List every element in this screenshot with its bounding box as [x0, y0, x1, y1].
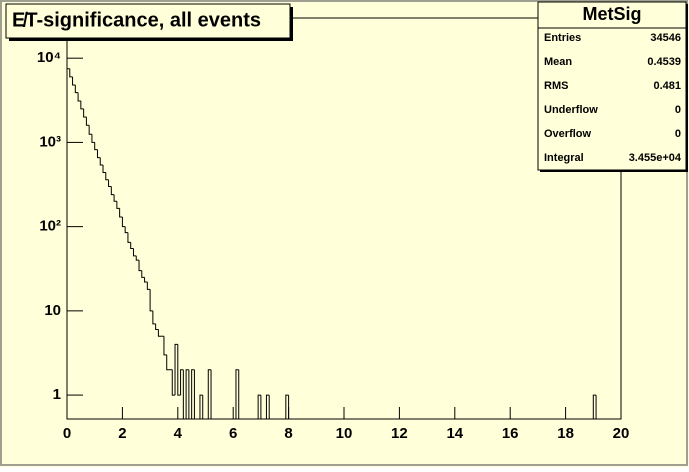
bin: [69, 68, 73, 78]
bin: [171, 369, 176, 396]
bin: [193, 369, 198, 420]
bin: [166, 354, 170, 371]
stats-value: 34546: [650, 32, 681, 44]
stats-value: 0: [675, 128, 681, 140]
bin: [121, 217, 126, 228]
stats-label: Underflow: [544, 104, 598, 116]
stats-box: [537, 1, 687, 171]
bin: [180, 369, 184, 396]
stats-value: 0.4539: [647, 56, 681, 68]
bin: [268, 395, 272, 420]
y-tick-label: 1: [53, 386, 61, 403]
bin: [91, 134, 95, 143]
x-tick-label: 10: [336, 425, 353, 442]
bin: [83, 108, 87, 118]
bin: [102, 164, 106, 173]
y-tick-label: 10⁴: [37, 49, 61, 66]
bin: [146, 282, 151, 290]
bin: [238, 369, 242, 420]
bin: [141, 270, 145, 278]
x-tick-label: 16: [502, 425, 519, 442]
x-tick-label: 14: [446, 425, 463, 442]
bin: [135, 255, 140, 261]
bin: [207, 369, 212, 419]
bin: [157, 329, 162, 337]
stats-label: Overflow: [544, 128, 592, 140]
bin: [199, 394, 203, 419]
bin: [210, 369, 214, 420]
stats-label: RMS: [544, 80, 568, 92]
bin: [144, 277, 148, 283]
y-tick-label: 10: [44, 302, 61, 319]
bin: [88, 125, 92, 135]
bin: [105, 172, 109, 181]
bin: [96, 149, 101, 159]
stats-rows: Entries 34546 Mean 0.4539 RMS 0.481 Underflow 0…: [544, 32, 682, 164]
x-tick-label: 18: [557, 425, 574, 442]
bin: [285, 394, 289, 419]
y-tick-label: 10³: [39, 133, 61, 150]
stats-label: Mean: [544, 56, 572, 68]
bin: [595, 395, 599, 420]
bin: [113, 194, 117, 202]
bin: [185, 369, 189, 419]
bin: [182, 369, 187, 420]
bin: [124, 226, 128, 234]
bin: [191, 369, 195, 419]
x-tick-label: 12: [391, 425, 408, 442]
bin: [149, 289, 153, 312]
bin: [177, 344, 181, 396]
bin: [132, 248, 137, 257]
x-tick-label: 0: [63, 425, 71, 442]
title-box: [5, 3, 291, 39]
y-tick-label: 10²: [39, 218, 61, 235]
bin: [85, 117, 90, 126]
bin: [127, 232, 131, 243]
bin: [80, 101, 84, 110]
bin: [174, 343, 178, 396]
x-tick-label: 8: [284, 425, 292, 442]
bin: [119, 208, 123, 218]
bin: [163, 336, 167, 356]
frame: [66, 17, 622, 420]
bin: [138, 260, 142, 272]
bin: [94, 142, 98, 151]
bin: [99, 157, 104, 166]
x-tick-label: 4: [174, 425, 183, 442]
bin: [152, 310, 156, 325]
x-tick-label: 6: [229, 425, 237, 442]
stats-value: 0: [675, 104, 681, 116]
bin: [188, 369, 192, 420]
bin: [116, 201, 120, 209]
stats-value: 3.455e+04: [629, 152, 682, 164]
bin: [235, 369, 239, 419]
bin: [72, 76, 76, 86]
bin: [592, 394, 597, 419]
bin: [260, 395, 264, 420]
bin: [74, 85, 79, 94]
bin: [130, 242, 134, 250]
stats-value: 0.481: [653, 80, 681, 92]
bin: [265, 394, 270, 419]
bin: [110, 186, 115, 196]
bin: [66, 68, 70, 419]
bin: [202, 395, 206, 420]
chart-title: E̸T-significance, all events: [12, 9, 261, 31]
axes: 1 10 10² 10³ 10⁴ 0 2 4 6 8 10 12 14 16 18 20: [37, 49, 629, 442]
bin: [257, 394, 261, 419]
bin: [155, 323, 159, 331]
stats-label: Integral: [544, 152, 584, 164]
bin: [77, 92, 81, 102]
bin: [108, 179, 112, 187]
stats-label: Entries: [544, 32, 581, 44]
x-tick-label: 2: [118, 425, 126, 442]
x-tick-label: 20: [613, 425, 630, 442]
stats-name: MetSig: [582, 4, 641, 24]
